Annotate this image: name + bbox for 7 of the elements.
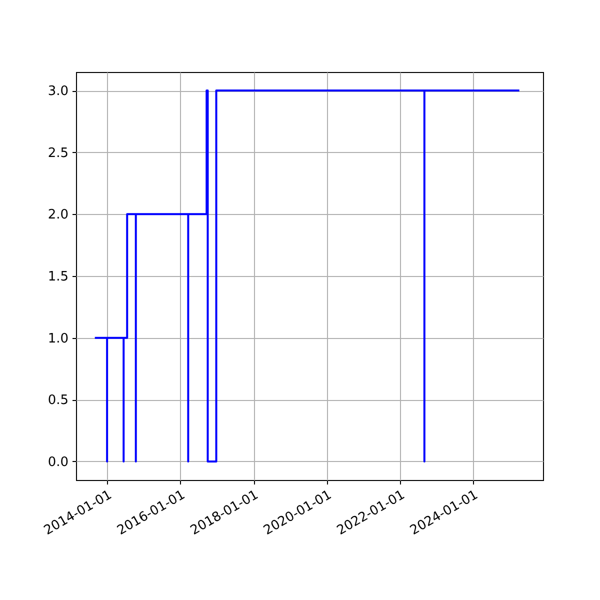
y-tick-label: 1.5 [48, 270, 68, 284]
y-tick-label: 1.0 [48, 331, 68, 346]
y-tick-label: 3.0 [48, 84, 68, 100]
y-tick-label: 0.0 [48, 454, 68, 470]
y-tick-label: 2.5 [48, 146, 68, 161]
y-tick-label: 2.0 [48, 208, 68, 223]
y-tick-label: 0.5 [48, 393, 68, 408]
